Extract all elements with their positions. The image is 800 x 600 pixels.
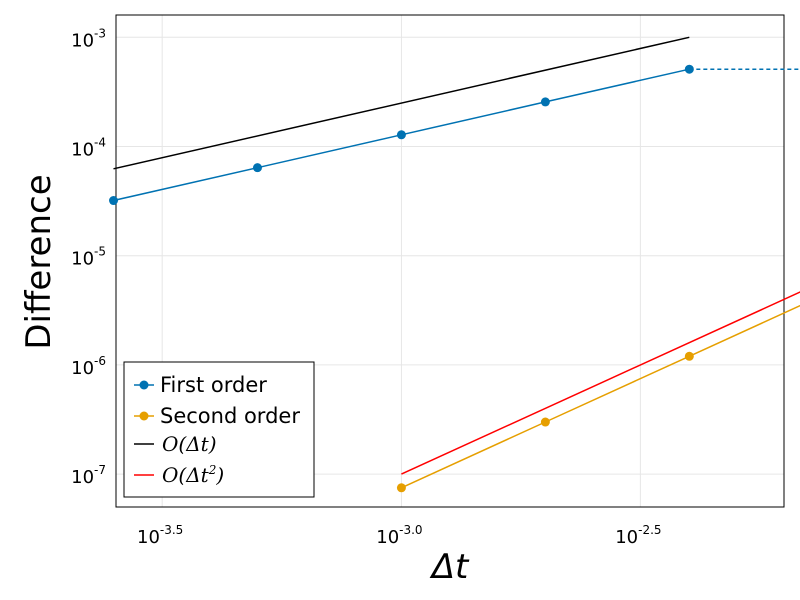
series-line: [401, 304, 800, 489]
data-point: [396, 130, 406, 140]
legend-swatch-marker: [139, 380, 149, 390]
series-line: [113, 36, 690, 170]
y-tick-label: 10-7: [71, 463, 106, 488]
legend: First order Second order O(Δt) O(Δt2): [123, 361, 315, 498]
series-line: [401, 291, 800, 475]
y-axis-title: Difference: [19, 174, 59, 349]
y-tick-label: 10-6: [71, 354, 106, 379]
x-tick-label: 10-3.5: [137, 523, 183, 548]
data-point: [540, 417, 550, 427]
data-point: [109, 196, 119, 206]
y-tick-label: 10-5: [71, 245, 106, 270]
legend-swatch-marker: [139, 411, 149, 421]
data-point: [684, 351, 694, 361]
data-point: [396, 483, 406, 493]
x-tick-labels: 10-3.5 10-3.0 10-2.5: [137, 523, 662, 548]
plot-frame: [115, 14, 785, 508]
x-tick-label: 10-3.0: [376, 523, 422, 548]
legend-box: [123, 361, 315, 498]
x-tick-label: 10-2.5: [615, 523, 661, 548]
legend-label: O(Δt): [162, 432, 217, 456]
y-tick-labels: 10-3 10-4 10-5 10-6 10-7: [71, 26, 106, 488]
data-point: [252, 163, 262, 173]
data-point: [540, 97, 550, 107]
legend-label: O(Δt2): [162, 463, 224, 487]
y-tick-label: 10-3: [71, 26, 106, 51]
x-axis-title: Δt: [429, 547, 470, 587]
legend-label: First order: [160, 373, 267, 397]
y-tick-label: 10-4: [71, 135, 106, 160]
series-layer: [109, 36, 800, 493]
legend-label: Second order: [160, 404, 300, 428]
